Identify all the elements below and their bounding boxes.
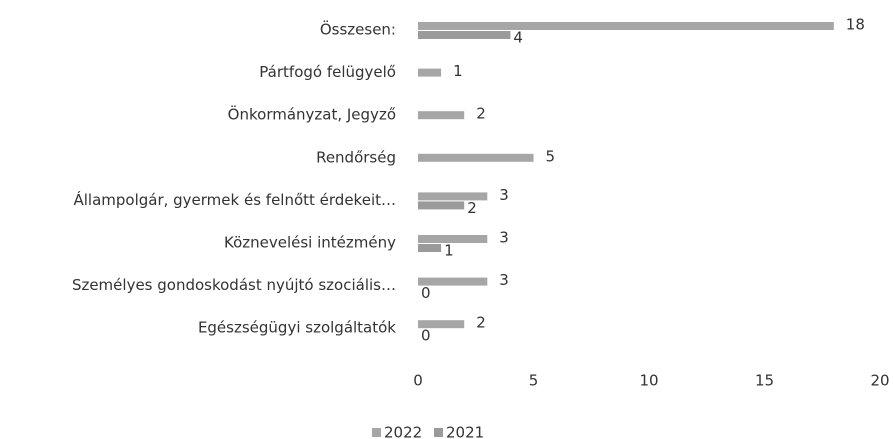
- data-label: 5: [546, 147, 556, 165]
- data-label: 18: [846, 16, 865, 34]
- bar: [418, 235, 488, 243]
- data-label: 3: [499, 186, 509, 204]
- bar: [418, 22, 834, 30]
- bar: [418, 320, 465, 329]
- legend-label: 2022: [384, 424, 422, 439]
- bar: [418, 68, 442, 77]
- bar: [418, 244, 442, 252]
- x-tick-label: 15: [755, 372, 774, 390]
- y-tick-label: Összesen:: [320, 20, 396, 39]
- bar: [418, 192, 488, 201]
- y-tick-label: Önkormányzat, Jegyző: [228, 105, 396, 124]
- x-tick-label: 5: [529, 372, 539, 390]
- y-tick-label: Egészségügyi szolgáltatók: [198, 319, 396, 337]
- bar: [418, 201, 465, 210]
- data-label: 2: [476, 105, 486, 123]
- data-label: 3: [499, 229, 509, 247]
- data-label: 1: [444, 242, 454, 260]
- x-tick-label: 0: [413, 372, 423, 390]
- bar: [418, 31, 511, 39]
- x-tick-label: 20: [870, 372, 889, 390]
- y-tick-label: Állampolgár, gyermek és felnőtt érdekeit…: [73, 190, 396, 209]
- x-tick-label: 10: [639, 372, 658, 390]
- y-tick-label: Rendőrség: [316, 148, 396, 166]
- y-tick-label: Köznevelési intézmény: [224, 234, 396, 252]
- data-label: 2: [476, 314, 486, 332]
- y-tick-label: Személyes gondoskodást nyújtó szociális…: [72, 276, 396, 294]
- legend-label: 2021: [446, 424, 484, 439]
- legend-swatch: [372, 428, 381, 437]
- data-label: 0: [421, 327, 431, 345]
- legend-swatch: [434, 428, 443, 437]
- data-label: 1: [453, 62, 463, 80]
- bar: [418, 277, 488, 286]
- bar: [418, 111, 465, 120]
- bar: [418, 153, 534, 162]
- y-tick-label: Pártfogó felügyelő: [259, 63, 396, 81]
- data-label: 2: [467, 199, 477, 217]
- data-label: 0: [421, 284, 431, 302]
- data-label: 3: [499, 271, 509, 289]
- data-label: 4: [513, 29, 523, 47]
